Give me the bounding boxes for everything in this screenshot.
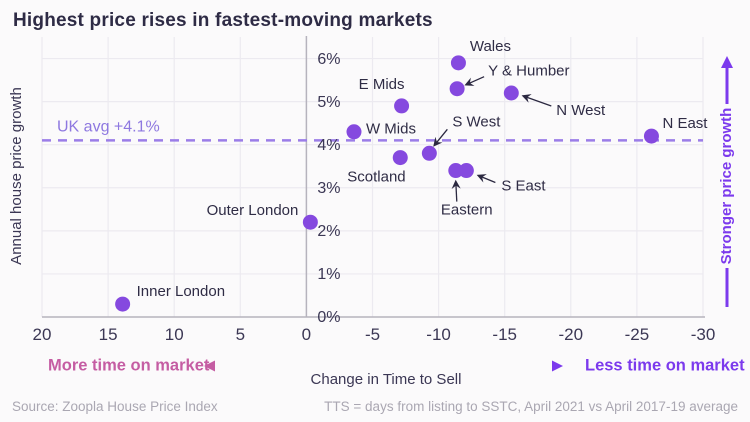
x-tick-label: 5	[236, 325, 245, 344]
data-point-label: S East	[501, 178, 546, 195]
stronger-growth-label: Stronger price growth	[718, 108, 735, 265]
left-arrowhead-icon	[204, 360, 215, 372]
annotation-arrow	[451, 179, 461, 202]
x-tick-label: -30	[691, 325, 716, 344]
data-point-inner-london	[115, 296, 131, 312]
data-point-s-west	[421, 145, 437, 161]
y-tick-label: 6%	[317, 51, 340, 68]
data-point-w-mids	[346, 124, 362, 140]
chart-title: Highest price rises in fastest-moving ma…	[13, 10, 433, 31]
x-tick-label: -25	[625, 325, 650, 344]
x-tick-label: 0	[302, 325, 311, 344]
data-point-label: W Mids	[366, 121, 416, 138]
y-tick-label: 1%	[317, 266, 340, 283]
data-point-y-humber	[449, 81, 465, 97]
x-axis-title: Change in Time to Sell	[311, 371, 462, 388]
annotation-arrow	[433, 128, 448, 147]
source-note: Source: Zoopla House Price Index	[12, 399, 218, 414]
data-point-label: Outer London	[207, 202, 299, 219]
right-arrowhead-icon	[552, 360, 563, 372]
x-tick-label: -20	[559, 325, 584, 344]
less-time-label: Less time on market	[585, 356, 745, 374]
uk-average-label: UK avg +4.1%	[57, 118, 160, 135]
data-point-label: Scotland	[347, 169, 405, 186]
up-arrowhead-icon	[721, 56, 733, 68]
more-time-label: More time on market	[48, 356, 210, 374]
y-axis-title: Annual house price growth	[8, 87, 25, 265]
data-point-label: Inner London	[137, 283, 225, 300]
scatter-plot: UK avg +4.1% 20 15 10 5 0 -5 -10 -15 -20 -25 -30 0% 1…	[8, 36, 745, 388]
data-point-label: S West	[452, 113, 501, 130]
data-point-label: E Mids	[359, 76, 405, 93]
tts-definition-note: TTS = days from listing to SSTC, April 2…	[324, 399, 738, 414]
x-tick-label: -10	[426, 325, 451, 344]
x-tick-label: -15	[492, 325, 517, 344]
data-point-e-mids	[394, 98, 410, 114]
data-point-n-east	[643, 128, 659, 144]
annotation-arrow	[521, 94, 552, 107]
data-point-scotland	[392, 150, 408, 166]
x-tick-label: -5	[365, 325, 380, 344]
y-tick-label: 0%	[317, 309, 340, 326]
x-tick-label: 15	[99, 325, 118, 344]
data-point-eastern	[448, 163, 464, 179]
data-point-outer-london	[302, 214, 318, 230]
x-tick-label: 10	[165, 325, 184, 344]
data-point-label: Wales	[470, 38, 511, 55]
annotation-arrow	[476, 174, 496, 184]
x-tick-label: 20	[33, 325, 52, 344]
annotation-arrow	[464, 76, 485, 86]
data-point-s-east	[458, 163, 474, 179]
y-tick-label: 4%	[317, 137, 340, 154]
data-point-label: Eastern	[441, 202, 493, 219]
data-point-wales	[450, 55, 466, 71]
chart-footer: Source: Zoopla House Price Index TTS = d…	[12, 399, 738, 414]
y-tick-label: 2%	[317, 223, 340, 240]
y-tick-label: 3%	[317, 180, 340, 197]
y-tick-label: 5%	[317, 94, 340, 111]
data-point-n-west	[503, 85, 519, 101]
data-point-label: Y & Humber	[488, 63, 569, 80]
data-point-label: N West	[556, 102, 606, 119]
data-point-label: N East	[662, 115, 708, 132]
